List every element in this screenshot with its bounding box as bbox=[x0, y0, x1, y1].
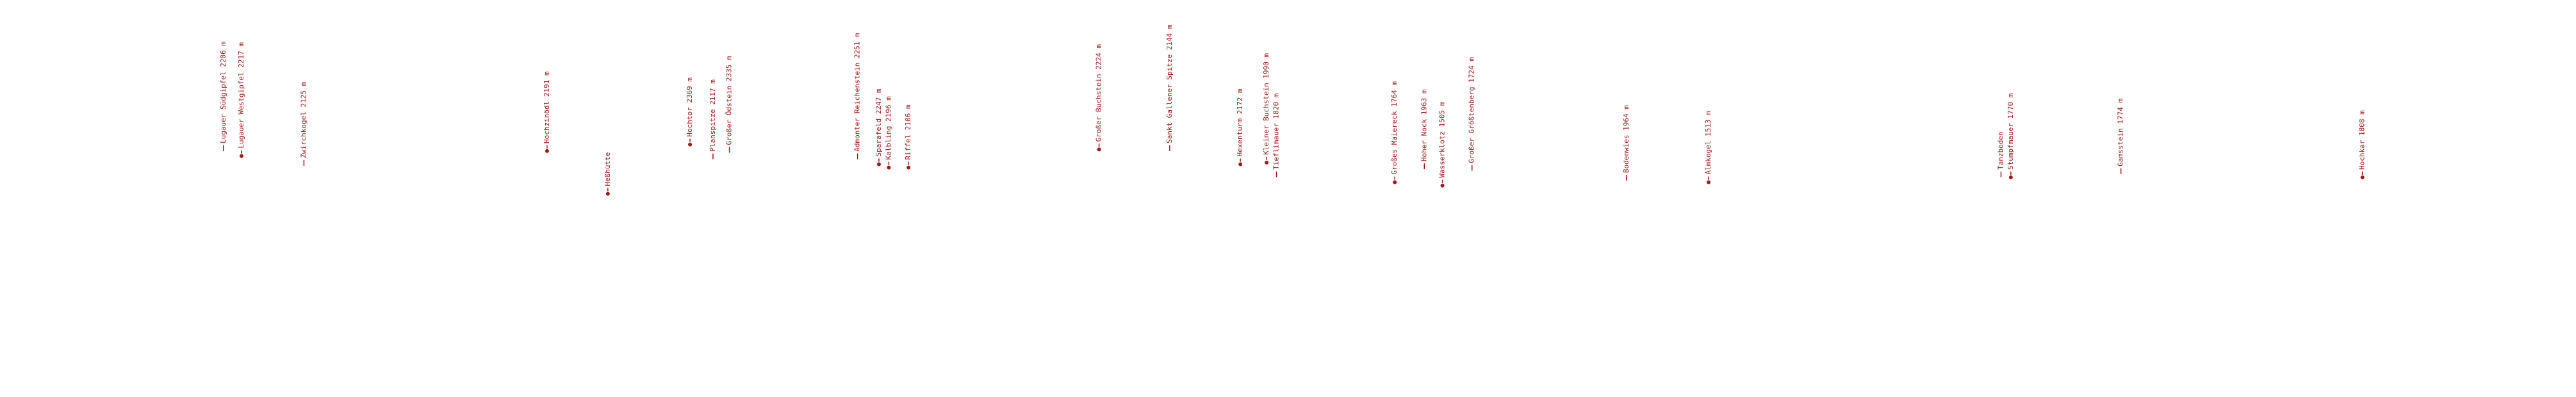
peak-label: Hexenturm 2172 m bbox=[1236, 88, 1244, 156]
peak-label: Tanzboden bbox=[1996, 131, 2005, 170]
peak-label: Großer Ödstein 2335 m bbox=[725, 56, 734, 145]
peak-label: Lugauer Westgipfel 2217 m bbox=[237, 42, 245, 149]
peak-label: Sankt Gallener Spitze 2144 m bbox=[1165, 24, 1174, 143]
peak-label: Wasserklotz 1505 m bbox=[1438, 101, 1447, 178]
peak-label: Hochtor 2369 m bbox=[685, 77, 694, 137]
peak-marker bbox=[1440, 182, 1445, 188]
peak-label: Großer Buchstein 2224 m bbox=[1095, 44, 1103, 142]
peak-marker bbox=[687, 142, 693, 147]
peak-marker bbox=[906, 165, 912, 170]
peak-marker bbox=[2359, 174, 2365, 180]
peak-marker bbox=[605, 191, 611, 197]
peak-label: Tieflimauer 1820 m bbox=[1272, 93, 1281, 170]
peak-label: Almkogel 1513 m bbox=[1704, 111, 1712, 175]
peak-marker bbox=[886, 165, 892, 170]
peak-label: Kleiner Buchstein 1990 m bbox=[1262, 53, 1270, 155]
peak-label: Bodenwies 1964 m bbox=[1622, 105, 1630, 173]
peak-label: Riffel 2106 m bbox=[904, 104, 912, 159]
peak-label: Zwirchkogel 2125 m bbox=[299, 81, 308, 158]
peak-marker bbox=[1264, 159, 1270, 165]
peak-label: Heßhütte bbox=[603, 152, 612, 186]
peak-label: Stumpfmauer 1770 m bbox=[2006, 93, 2015, 170]
peak-marker bbox=[876, 161, 882, 167]
peak-label: Gamsstein 1774 m bbox=[2117, 98, 2125, 166]
peak-label: Großes Maiereck 1764 m bbox=[1390, 81, 1399, 175]
peak-label: Lugauer Südgipfel 2206 m bbox=[219, 42, 227, 143]
peak-label: Planspitze 2117 m bbox=[709, 79, 717, 152]
peak-marker bbox=[2008, 174, 2014, 180]
peak-marker bbox=[1705, 179, 1711, 185]
peak-label: Hoher Nock 1963 m bbox=[1420, 89, 1428, 161]
peak-label: Hochzinödl 2191 m bbox=[543, 71, 551, 143]
peak-marker bbox=[238, 153, 244, 159]
peak-label: Kalbling 2196 m bbox=[884, 96, 892, 160]
peak-marker bbox=[1238, 161, 1243, 167]
peak-label: Großer Größtenberg 1724 m bbox=[1468, 57, 1476, 163]
peak-marker bbox=[1096, 147, 1102, 152]
peak-label: Hochkar 1808 m bbox=[2358, 110, 2367, 170]
peak-marker bbox=[1392, 179, 1398, 185]
peak-label: Admonter Reichenstein 2251 m bbox=[853, 33, 862, 152]
peak-label: Sparafeld 2247 m bbox=[874, 88, 883, 156]
peak-marker bbox=[544, 148, 550, 154]
